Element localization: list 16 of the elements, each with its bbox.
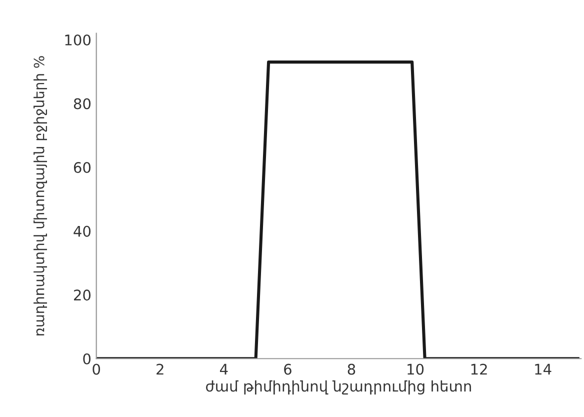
x-tick-label: 4 <box>220 364 228 375</box>
x-tick-label: 6 <box>284 364 292 375</box>
x-tick-label: 0 <box>92 364 100 375</box>
x-tick-label: 2 <box>156 364 164 375</box>
y-tick-label: 100 <box>65 34 91 46</box>
y-tick-label: 40 <box>74 226 91 237</box>
y-tick-label: 20 <box>74 290 91 301</box>
y-tick-label: 80 <box>74 98 91 110</box>
x-tick-label: 14 <box>535 364 552 375</box>
x-tick-label: 8 <box>348 364 356 375</box>
x-tick-label: 12 <box>471 364 487 375</box>
y-tick-label: 60 <box>74 162 91 174</box>
y-axis-title: ռադիոակտիվ միտոզային բջիջների % <box>34 56 47 336</box>
x-tick-label: 10 <box>408 364 424 375</box>
y-tick-label: 0 <box>83 353 91 364</box>
x-axis-title: ժամ թիմիդինով նշադրումից հետո <box>206 380 471 394</box>
